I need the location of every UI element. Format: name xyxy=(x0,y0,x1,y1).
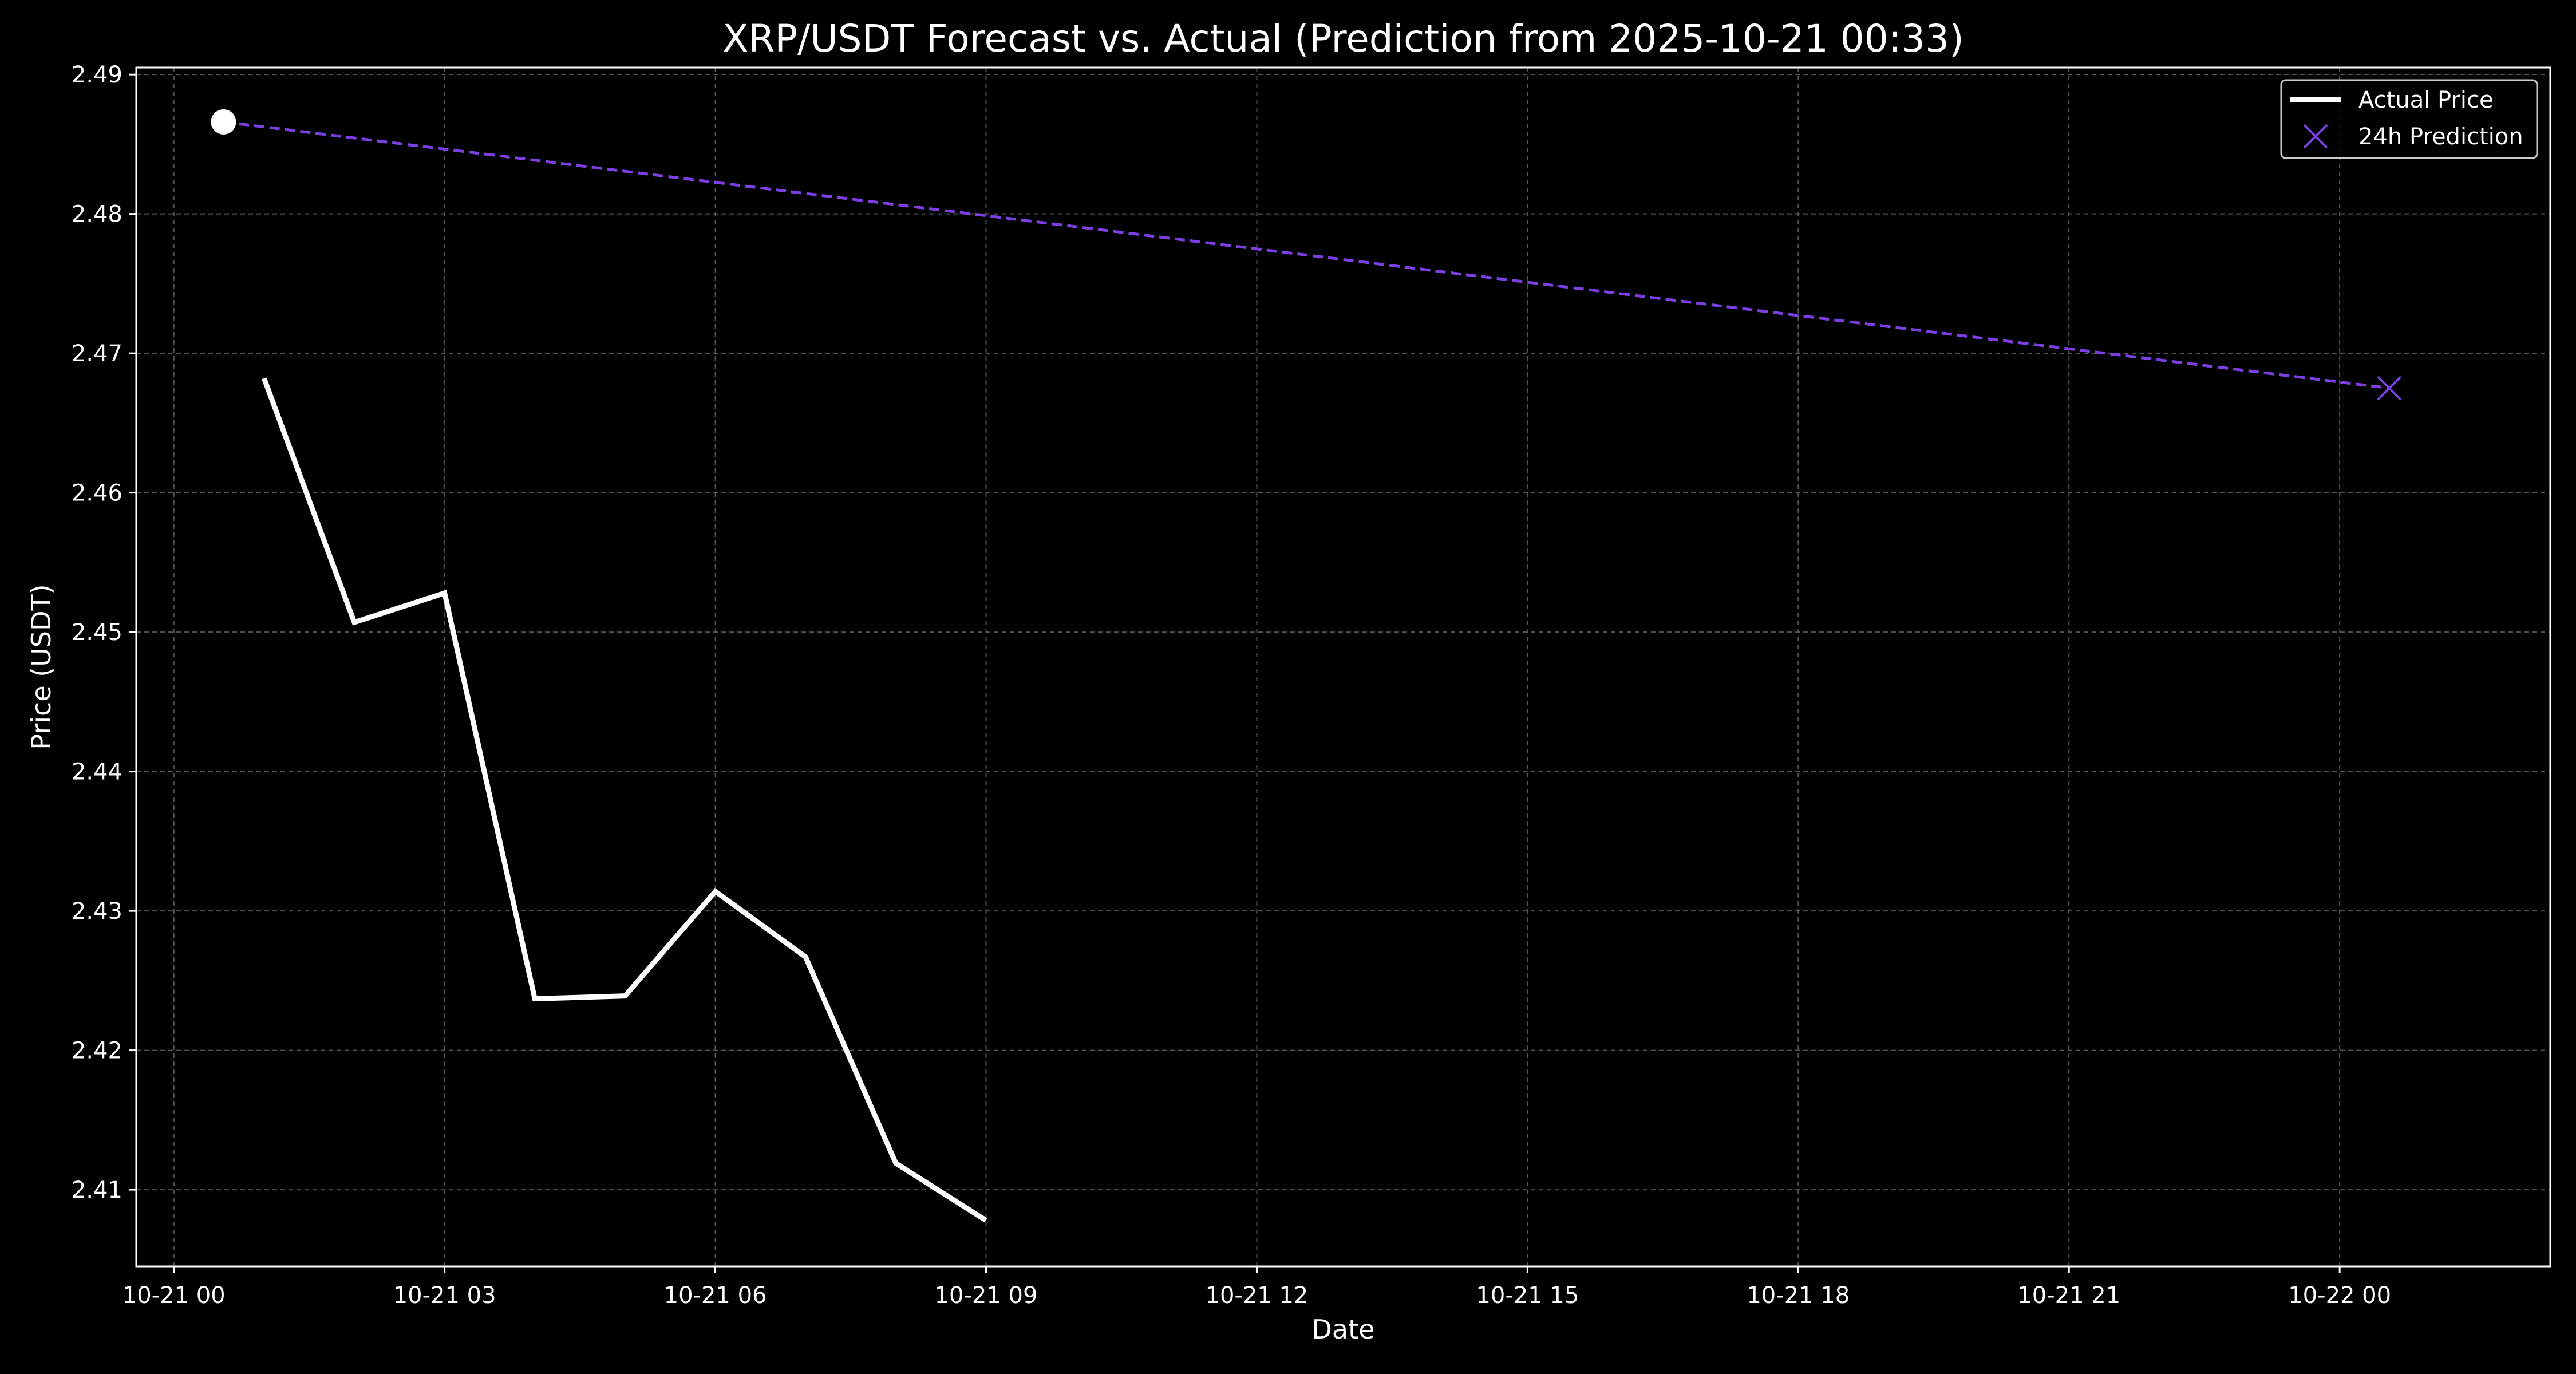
x-tick-label: 10-21 06 xyxy=(664,1282,767,1309)
x-tick-label: 10-21 21 xyxy=(2017,1282,2120,1309)
x-axis-label: Date xyxy=(1312,1314,1375,1345)
prediction-endpoint-marker xyxy=(2377,376,2402,401)
prediction-start-point xyxy=(211,109,236,135)
x-tick-label: 10-21 18 xyxy=(1747,1282,1850,1309)
y-tick-label: 2.49 xyxy=(72,62,123,88)
legend-prediction-x-marker xyxy=(2303,124,2328,149)
x-tick-label: 10-21 09 xyxy=(935,1282,1038,1309)
tick-layer: 10-21 00 10-21 03 10-21 06 10-21 09 10-21 12… xyxy=(72,62,2391,1309)
legend-prediction-label: 24h Prediction xyxy=(2358,124,2523,150)
y-tick-label: 2.47 xyxy=(72,341,123,367)
x-tick-label: 10-22 00 xyxy=(2288,1282,2391,1309)
prediction-series-line xyxy=(223,120,2390,390)
y-axis-label: Price (USDT) xyxy=(26,584,57,749)
legend-box xyxy=(2280,79,2538,159)
grid-layer xyxy=(136,68,2550,1266)
chart-title: XRP/USDT Forecast vs. Actual (Prediction… xyxy=(722,17,1964,61)
y-tick-label: 2.44 xyxy=(72,759,123,785)
plot-frame xyxy=(135,66,2551,1268)
x-tick-label: 10-21 03 xyxy=(393,1282,496,1309)
x-tick-label: 10-21 12 xyxy=(1206,1282,1309,1309)
y-tick-label: 2.45 xyxy=(72,619,123,646)
series-layer xyxy=(211,109,2402,1223)
legend: Actual Price 24h Prediction xyxy=(2280,79,2538,159)
x-tick-label: 10-21 15 xyxy=(1476,1282,1579,1309)
legend-actual-price-label: Actual Price xyxy=(2358,87,2494,113)
x-tick-label: 10-21 00 xyxy=(123,1282,226,1309)
y-tick-label: 2.42 xyxy=(72,1038,123,1064)
y-tick-label: 2.43 xyxy=(72,898,123,925)
y-tick-label: 2.46 xyxy=(72,480,123,507)
y-tick-label: 2.48 xyxy=(72,202,123,228)
y-tick-label: 2.41 xyxy=(72,1177,123,1203)
actual-price-point xyxy=(715,891,716,892)
